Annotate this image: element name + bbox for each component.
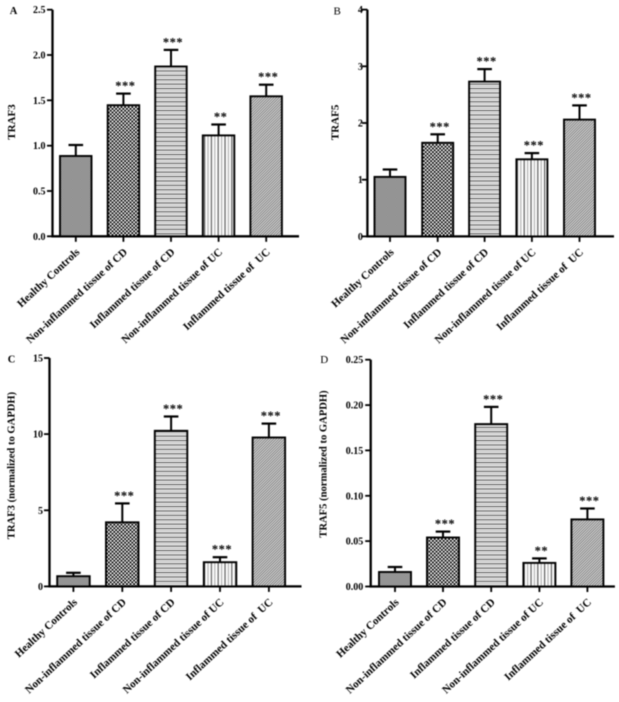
svg-text:0: 0 (358, 232, 363, 243)
svg-text:0.05: 0.05 (346, 537, 364, 548)
svg-text:***: *** (483, 392, 503, 406)
svg-text:**: ** (535, 544, 549, 558)
svg-text:0.0: 0.0 (33, 232, 46, 243)
svg-text:***: *** (571, 91, 591, 105)
svg-text:***: *** (524, 139, 544, 153)
svg-text:***: *** (114, 489, 134, 503)
svg-text:2: 2 (358, 119, 363, 130)
svg-text:***: *** (579, 494, 599, 508)
svg-text:0.5: 0.5 (33, 187, 46, 198)
svg-text:***: *** (435, 517, 455, 531)
svg-text:15: 15 (33, 354, 43, 365)
svg-text:***: *** (261, 409, 281, 423)
svg-text:***: *** (476, 55, 496, 69)
svg-text:0.15: 0.15 (346, 446, 364, 457)
svg-text:1: 1 (358, 175, 363, 186)
svg-text:A: A (10, 6, 18, 17)
svg-text:C: C (8, 354, 16, 365)
svg-text:***: *** (163, 402, 183, 416)
svg-text:4: 4 (358, 5, 363, 16)
svg-text:***: *** (212, 543, 232, 557)
svg-text:2.0: 2.0 (33, 51, 46, 62)
svg-text:10: 10 (33, 430, 43, 441)
svg-text:***: *** (430, 120, 450, 134)
svg-text:TRAF3 (normalized to GAPDH): TRAF3 (normalized to GAPDH) (7, 391, 18, 539)
svg-text:1.5: 1.5 (33, 96, 46, 107)
svg-text:0.20: 0.20 (346, 401, 364, 412)
svg-text:**: ** (214, 110, 228, 124)
svg-text:0.00: 0.00 (346, 582, 364, 593)
svg-text:0: 0 (38, 582, 43, 593)
svg-text:TRAF3: TRAF3 (6, 104, 18, 140)
svg-text:B: B (334, 5, 341, 17)
svg-text:***: *** (115, 79, 135, 93)
svg-text:1.0: 1.0 (33, 141, 46, 152)
svg-text:5: 5 (38, 506, 43, 517)
svg-text:2.5: 2.5 (33, 5, 46, 16)
svg-text:***: *** (258, 70, 278, 84)
svg-text:D: D (320, 354, 328, 366)
svg-text:TRAF5: TRAF5 (330, 104, 342, 140)
svg-text:0.25: 0.25 (346, 355, 364, 366)
svg-text:3: 3 (358, 62, 363, 73)
svg-text:TRAF5 (normalized to GAPDH): TRAF5 (normalized to GAPDH) (318, 390, 329, 538)
svg-text:0.10: 0.10 (346, 491, 364, 502)
svg-text:***: *** (163, 35, 183, 49)
